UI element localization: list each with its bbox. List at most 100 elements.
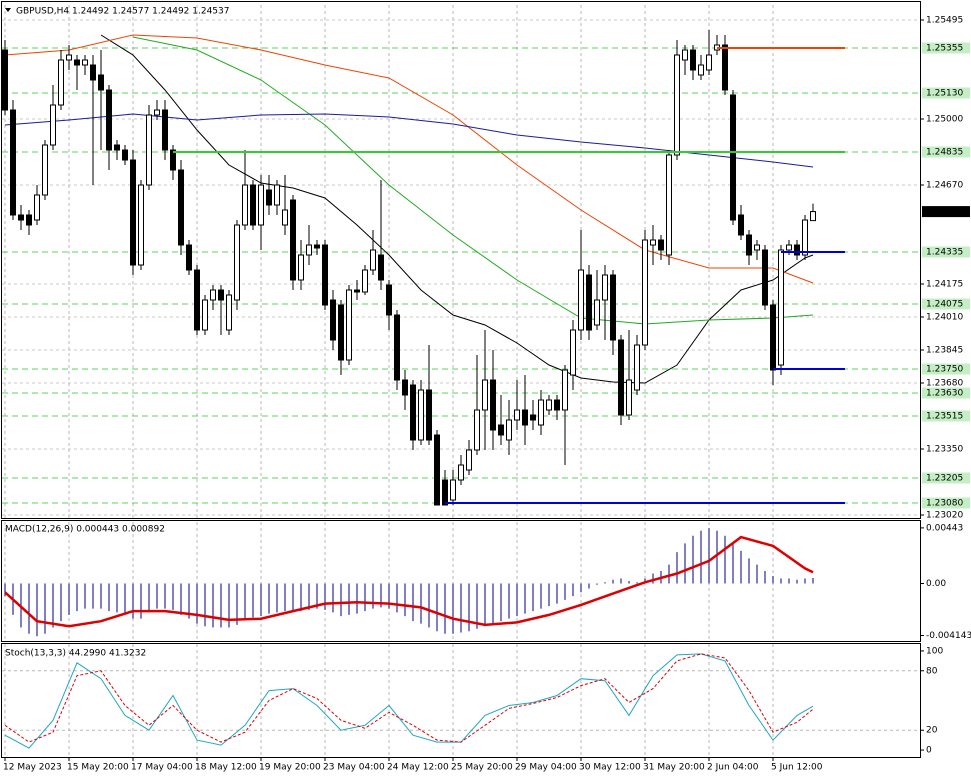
y-tick-label: 1.24670: [926, 181, 963, 191]
candle-body: [170, 149, 176, 171]
y-tick-label: 20: [926, 726, 938, 736]
macd-panel-border: [1, 520, 921, 642]
x-tick-label: 18 May 12:00: [195, 763, 257, 773]
candle-body: [602, 274, 608, 301]
candle-body: [98, 74, 104, 91]
candle-body: [666, 154, 672, 256]
y-tick-label: 0.00443: [926, 523, 963, 533]
candle-body: [282, 209, 288, 226]
candle-body: [34, 194, 40, 221]
candle-body: [762, 249, 768, 306]
moving-average: [132, 36, 814, 325]
candle-body: [634, 344, 640, 391]
level-label-bg: [922, 246, 970, 258]
candle-body: [578, 269, 584, 331]
y-tick-label: 1.23350: [926, 445, 963, 455]
level-label-bg: [922, 146, 970, 158]
candle-body: [514, 409, 520, 421]
candle-body: [74, 59, 80, 66]
level-label-bg: [922, 387, 970, 399]
x-tick-label: 15 May 20:00: [67, 763, 129, 773]
candle-body: [730, 94, 736, 221]
candle-body: [698, 64, 704, 76]
candle-body: [410, 384, 416, 441]
candle-body: [194, 269, 200, 331]
candle-body: [210, 289, 216, 301]
candle-body: [42, 144, 48, 196]
candle-body: [418, 389, 424, 441]
candle-body: [330, 299, 336, 341]
level-label: 1.25130: [926, 89, 963, 99]
candle-body: [586, 274, 592, 331]
candle-body: [754, 244, 760, 251]
candle-body: [114, 144, 120, 151]
level-label-bg: [922, 497, 970, 509]
candle-body: [442, 479, 448, 506]
candle-body: [250, 184, 256, 226]
candle-body: [738, 214, 744, 236]
current-price-label: 1.24537: [926, 207, 963, 217]
y-tick-label: 0.00: [926, 579, 946, 589]
x-tick-label: 30 May 12:00: [579, 763, 641, 773]
x-tick-label: 2 Jun 04:00: [707, 763, 759, 773]
candle-body: [546, 399, 552, 411]
candle-body: [146, 114, 152, 186]
candle-body: [794, 244, 800, 256]
candle-body: [498, 424, 504, 436]
level-label: 1.23515: [926, 412, 963, 422]
candle-body: [322, 244, 328, 306]
candle-body: [362, 269, 368, 293]
y-tick-label: 0: [926, 746, 932, 756]
candle-body: [90, 64, 96, 81]
candle-body: [594, 299, 600, 326]
stoch-signal-line: [4, 653, 814, 743]
y-tick-label: 80: [926, 666, 938, 676]
candle-body: [778, 249, 784, 366]
candle-body: [570, 329, 576, 376]
level-label: 1.23205: [926, 474, 963, 484]
candle-body: [682, 49, 688, 61]
level-label-bg: [922, 298, 970, 310]
x-tick-label: 23 May 04:00: [323, 763, 385, 773]
candle-body: [746, 234, 752, 256]
candle-body: [626, 379, 632, 416]
level-label-bg: [922, 410, 970, 422]
candle-body: [218, 289, 224, 301]
candle-body: [66, 54, 72, 61]
current-price-bg: [922, 206, 970, 218]
candle-body: [434, 434, 440, 506]
candle-body: [370, 249, 376, 271]
candle-body: [346, 289, 352, 361]
candle-body: [338, 304, 344, 361]
candle-body: [722, 44, 728, 91]
y-tick-label: 1.23680: [926, 379, 963, 389]
candle-body: [58, 59, 64, 106]
x-tick-label: 31 May 20:00: [643, 763, 705, 773]
candle-body: [690, 49, 696, 71]
candle-body: [314, 244, 320, 249]
macd-title: MACD(12,26,9) 0.000443 0.000892: [5, 525, 165, 535]
candle-body: [802, 219, 808, 256]
level-label: 1.23750: [926, 365, 963, 375]
y-tick-label: 1.24175: [926, 280, 963, 290]
candle-body: [490, 379, 496, 431]
candle-body: [650, 239, 656, 246]
candle-body: [50, 104, 56, 146]
candle-body: [266, 189, 272, 206]
candle-body: [458, 464, 464, 481]
candle-body: [554, 399, 560, 411]
candle-body: [186, 244, 192, 271]
candle-body: [506, 419, 512, 441]
x-tick-label: 19 May 20:00: [259, 763, 321, 773]
level-label: 1.24335: [926, 248, 963, 258]
candle-body: [426, 389, 432, 441]
candle-body: [378, 254, 384, 281]
candle-body: [106, 89, 112, 151]
candle-body: [122, 149, 128, 161]
candle-body: [154, 109, 160, 116]
x-tick-label: 17 May 04:00: [131, 763, 193, 773]
candle-body: [130, 159, 136, 266]
moving-average: [100, 34, 814, 384]
candle-body: [618, 339, 624, 416]
